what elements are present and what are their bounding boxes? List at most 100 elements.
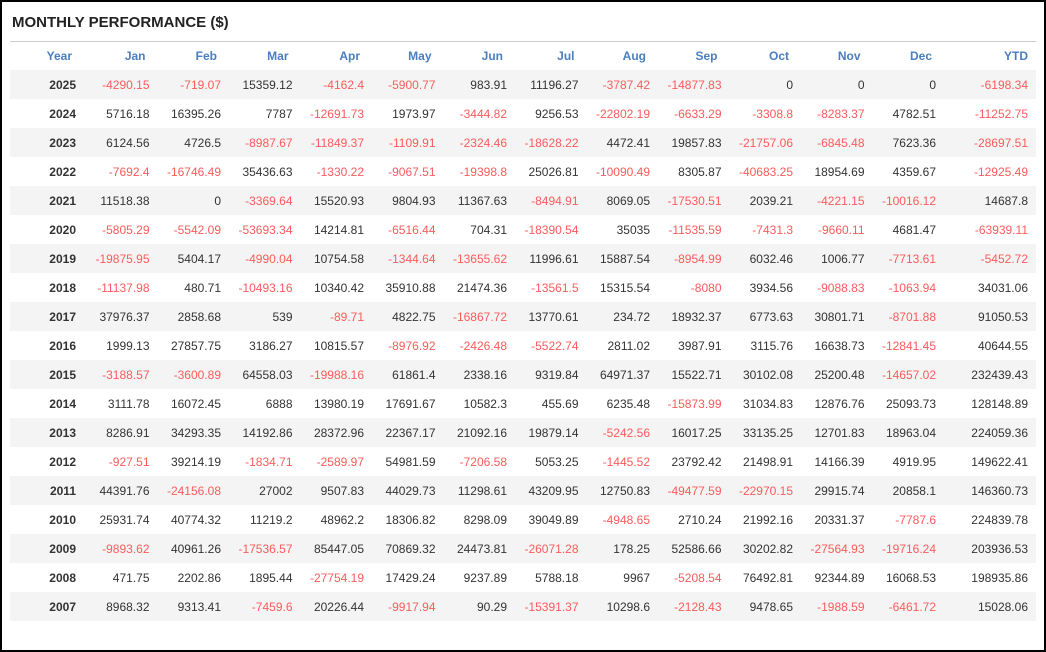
year-cell: 2020 (49, 222, 76, 237)
value-cell: 14192.86 (242, 425, 293, 440)
value-cell: -1109.91 (389, 135, 436, 150)
value-cell: -16746.49 (166, 164, 221, 179)
value-cell: -6845.48 (817, 135, 865, 150)
value-cell: -719.07 (180, 77, 221, 92)
year-cell: 2017 (49, 309, 76, 324)
value-cell: -8283.37 (817, 106, 865, 121)
column-header-may: May (408, 49, 432, 63)
value-cell: 48962.2 (320, 512, 364, 527)
value-cell: -8987.67 (245, 135, 293, 150)
value-cell: 146360.73 (971, 483, 1028, 498)
value-cell: 13980.19 (313, 396, 364, 411)
year-cell: 2022 (49, 164, 76, 179)
value-cell: 455.69 (541, 396, 579, 411)
value-cell: 24473.81 (456, 541, 507, 556)
value-cell: 6235.48 (606, 396, 650, 411)
value-cell: 8069.05 (606, 193, 650, 208)
table-row: 2010 25931.74 40774.32 11219.2 48962.2 18306.… (10, 505, 1036, 534)
table-body: 2025 -4290.15 -719.07 15359.12 -4162.4 -5900.… (10, 70, 1036, 621)
value-cell: -7787.6 (895, 512, 936, 527)
value-cell: -18628.22 (524, 135, 579, 150)
value-cell: 1006.77 (821, 251, 865, 266)
year-cell: 2009 (49, 541, 76, 556)
value-cell: -8494.91 (531, 193, 579, 208)
column-header-oct: Oct (768, 49, 789, 63)
value-cell: -15873.99 (667, 396, 722, 411)
value-cell: -8701.88 (888, 309, 936, 324)
value-cell: -1445.52 (602, 454, 650, 469)
value-cell: -2589.97 (316, 454, 364, 469)
value-cell: -8976.92 (388, 338, 436, 353)
table-row: 2013 8286.91 34293.35 14192.86 28372.96 22367… (10, 418, 1036, 447)
value-cell: 7787 (265, 106, 293, 121)
value-cell: -4948.65 (602, 512, 650, 527)
value-cell: 25093.73 (885, 396, 936, 411)
value-cell: 128148.89 (971, 396, 1028, 411)
value-cell: 11367.63 (457, 193, 507, 208)
value-cell: 9319.84 (535, 367, 579, 382)
value-cell: -8080 (690, 280, 722, 295)
value-cell: -9893.62 (102, 541, 150, 556)
year-cell: 2007 (49, 599, 76, 614)
value-cell: 16072.45 (170, 396, 221, 411)
value-cell: 21498.91 (742, 454, 793, 469)
value-cell: -3787.42 (602, 77, 650, 92)
value-cell: -6198.34 (980, 77, 1028, 92)
value-cell: -89.71 (329, 309, 364, 324)
value-cell: 15028.06 (977, 599, 1028, 614)
value-cell: 3987.91 (678, 338, 722, 353)
table-row: 2011 44391.76 -24156.08 27002 9507.83 44029.7… (10, 476, 1036, 505)
value-cell: 4919.95 (892, 454, 936, 469)
value-cell: 6124.56 (106, 135, 150, 150)
value-cell: 13770.61 (528, 309, 579, 324)
value-cell: -14657.02 (881, 367, 936, 382)
value-cell: 5788.18 (535, 570, 579, 585)
column-header-year: Year (46, 49, 72, 63)
table-row: 2022 -7692.4 -16746.49 35436.63 -1330.22 -906… (10, 157, 1036, 186)
value-cell: -15391.37 (524, 599, 579, 614)
value-cell: 25931.74 (99, 512, 150, 527)
value-cell: -24156.08 (166, 483, 221, 498)
value-cell: 6888 (265, 396, 293, 411)
value-cell: 16395.26 (170, 106, 221, 121)
value-cell: 27002 (259, 483, 293, 498)
value-cell: 4681.47 (892, 222, 936, 237)
value-cell: 35436.63 (242, 164, 293, 179)
value-cell: -7206.58 (459, 454, 507, 469)
value-cell: -11849.37 (310, 135, 364, 150)
value-cell: 25026.81 (528, 164, 579, 179)
value-cell: 30202.82 (742, 541, 793, 556)
value-cell: 198935.86 (971, 570, 1028, 585)
value-cell: 20331.37 (814, 512, 865, 527)
value-cell: 39049.89 (528, 512, 579, 527)
table-row: 2012 -927.51 39214.19 -1834.71 -2589.97 54981… (10, 447, 1036, 476)
value-cell: 9804.93 (392, 193, 436, 208)
value-cell: 18954.69 (814, 164, 865, 179)
value-cell: -2128.43 (674, 599, 722, 614)
value-cell: 2338.16 (463, 367, 507, 382)
table-row: 2024 5716.18 16395.26 7787 -12691.73 1973.97 -… (10, 99, 1036, 128)
value-cell: 25200.48 (814, 367, 865, 382)
year-cell: 2012 (49, 454, 76, 469)
value-cell: 40961.26 (170, 541, 221, 556)
column-header-nov: Nov (837, 49, 861, 63)
value-cell: 31034.83 (742, 396, 793, 411)
value-cell: -13655.62 (452, 251, 507, 266)
column-header-jul: Jul (557, 49, 575, 63)
value-cell: 2710.24 (678, 512, 722, 527)
column-header-feb: Feb (195, 49, 217, 63)
value-cell: 15522.71 (671, 367, 722, 382)
value-cell: 3186.27 (249, 338, 293, 353)
value-cell: 39214.19 (170, 454, 221, 469)
value-cell: 0 (786, 77, 793, 92)
value-cell: 10754.58 (313, 251, 364, 266)
value-cell: 19879.14 (528, 425, 579, 440)
column-header-aug: Aug (622, 49, 646, 63)
value-cell: 34293.35 (170, 425, 221, 440)
value-cell: 3934.56 (749, 280, 793, 295)
value-cell: 539 (272, 309, 293, 324)
table-row: 2016 1999.13 27857.75 3186.27 10815.57 -8976.… (10, 331, 1036, 360)
value-cell: 43209.95 (528, 483, 579, 498)
value-cell: -3188.57 (102, 367, 150, 382)
value-cell: -7692.4 (108, 164, 150, 179)
